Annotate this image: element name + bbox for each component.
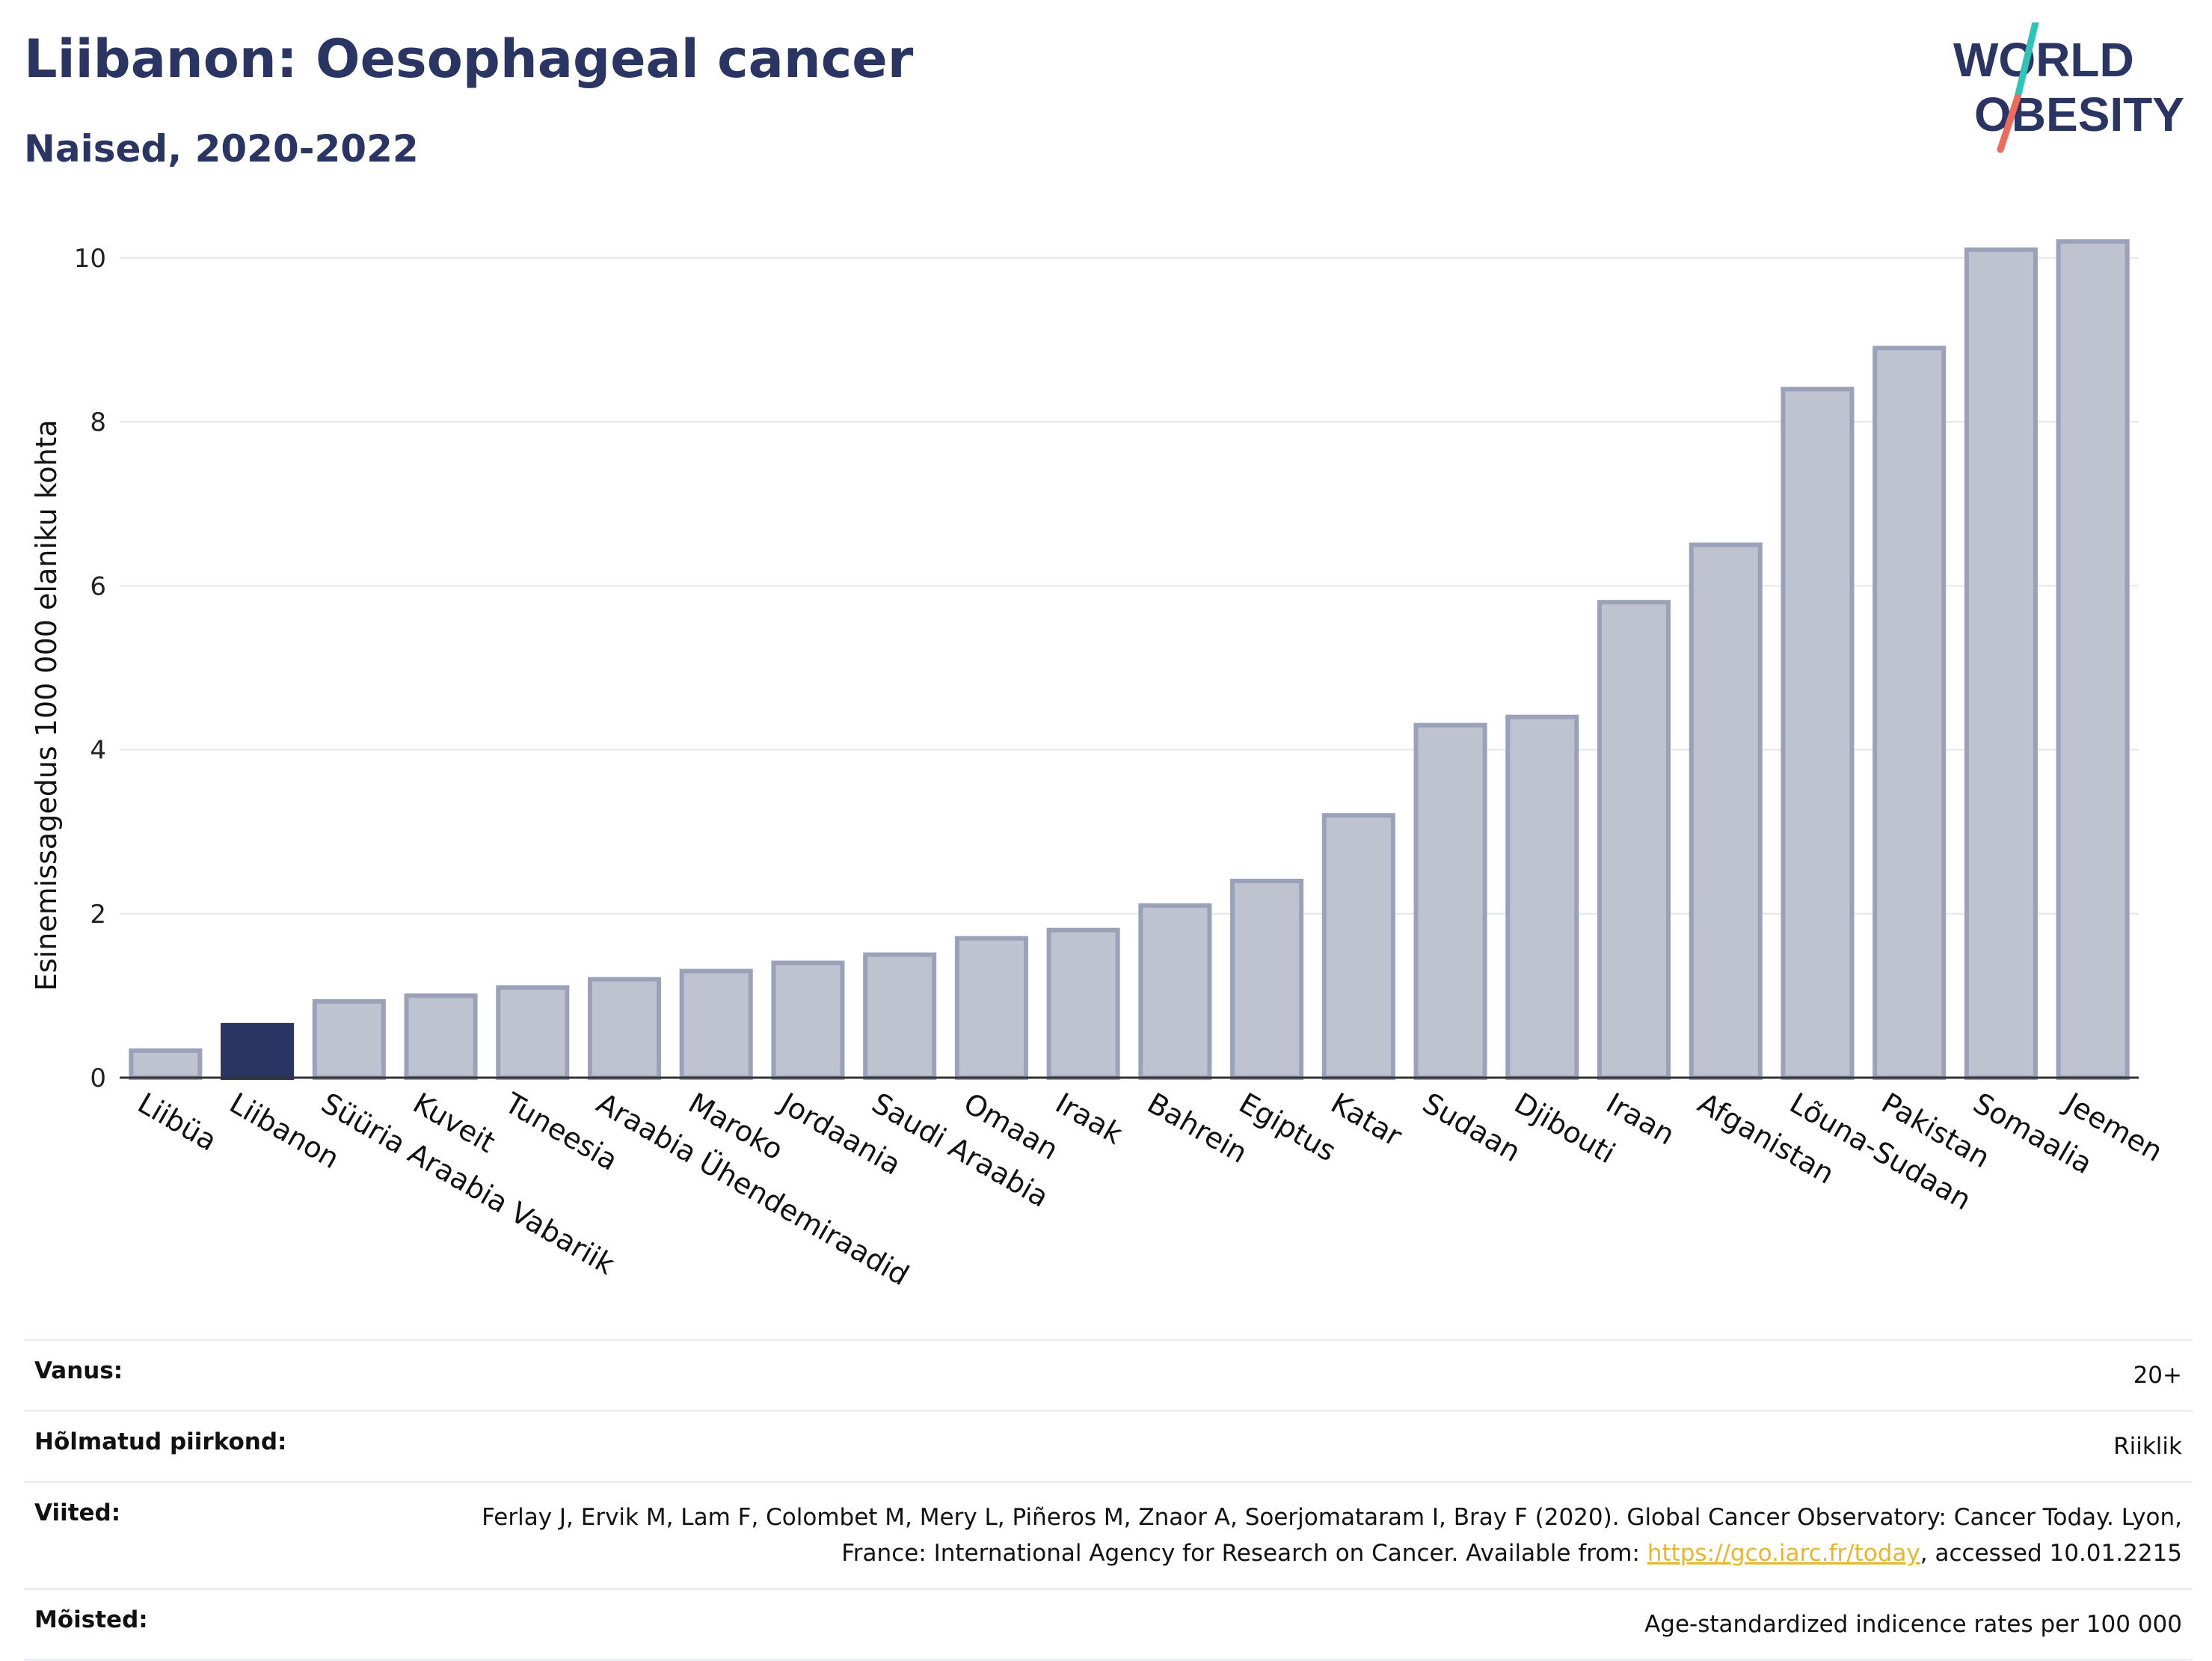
bar-12 [1138,903,1212,1081]
coverage-value: Riiklik [2113,1433,2182,1460]
world-obesity-logo: WORLD OBESITY [1953,22,2184,153]
bar-8 [771,960,845,1080]
definitions-value: Age-standardized indicence rates per 100… [1644,1611,2182,1638]
y-tick-label: 10 [74,244,106,274]
x-tick-label: Egiptus [1234,1087,1342,1168]
y-tick-labels: 0 2 4 6 8 10 [74,244,106,1093]
info-table: Vanus: 20+ Hõlmatud piirkond: Riiklik Vi… [24,1339,2193,1661]
logo-slash-bottom [1997,93,2021,153]
x-tick-label: Liibüa [132,1087,223,1158]
y-axis-label: Esinemissagedus 100 000 elaniku kohta [30,420,63,991]
references-accessed: , accessed 10.01.2215 [1920,1540,2182,1567]
info-row-age: Vanus: 20+ [24,1339,2193,1411]
info-row-references: Viited: Ferlay J, Ervik M, Lam F, Colomb… [24,1482,2193,1589]
bar-15 [1413,722,1487,1081]
y-tick-label: 6 [90,571,106,601]
references-link[interactable]: https://gco.iarc.fr/today [1647,1540,1920,1567]
references-label: Viited: [34,1499,121,1526]
y-tick-label: 8 [90,408,106,437]
references-value: Ferlay J, Ervik M, Lam F, Colombet M, Me… [419,1482,2193,1589]
info-row-definitions: Mõisted: Age-standardized indicence rate… [24,1588,2193,1660]
bar-16 [1505,714,1579,1081]
bar-19 [1781,387,1855,1080]
x-tick-label: Djibouti [1509,1087,1621,1170]
bar-14 [1321,813,1395,1080]
bar-21 [1964,247,2038,1080]
bar-4 [404,993,478,1081]
info-row-coverage: Hõlmatud piirkond: Riiklik [24,1410,2193,1482]
bar-11 [1046,927,1120,1080]
bar-18 [1689,542,1763,1080]
bar-9 [863,952,937,1080]
bar-5 [496,985,570,1081]
bar-1 [129,1048,203,1080]
age-label: Vanus: [34,1357,123,1384]
bar-20 [1872,346,1947,1080]
bars [129,239,2130,1081]
bar-6 [587,977,662,1081]
y-tick-label: 0 [90,1063,106,1093]
x-tick-label: Sudaan [1417,1087,1526,1169]
bar-3 [312,999,386,1081]
y-tick-label: 2 [90,900,106,930]
bar-10 [954,936,1028,1080]
bar-17 [1597,600,1671,1080]
references-text: Ferlay J, Ervik M, Lam F, Colombet M, Me… [482,1504,2182,1567]
chart-subtitle: Naised, 2020-2022 [24,127,419,171]
definitions-label: Mõisted: [34,1606,148,1633]
bar-22 [2056,239,2130,1080]
x-tick-label: Bahrein [1142,1087,1253,1170]
y-tick-label: 4 [90,736,106,766]
bar-13 [1230,878,1304,1081]
logo-line1: WORLD [1953,33,2134,87]
coverage-label: Hõlmatud piirkond: [34,1428,287,1455]
chart-title: Liibanon: Oesophageal cancer [24,28,914,90]
age-value: 20+ [2133,1362,2182,1389]
bar-2 [221,1022,295,1080]
bar-7 [679,968,753,1080]
logo-slash-top [2014,22,2039,101]
